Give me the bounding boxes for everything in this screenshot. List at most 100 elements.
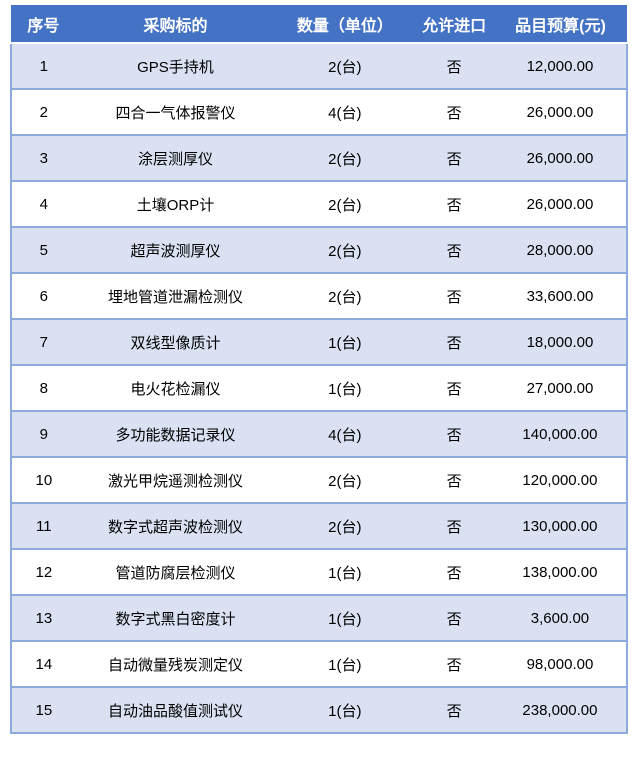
cell-import: 否 (414, 319, 494, 366)
cell-quantity: 1(台) (275, 641, 415, 688)
cell-number: 11 (10, 503, 76, 550)
cell-item: 管道防腐层检测仪 (75, 549, 276, 596)
table-row: 6 埋地管道泄漏检测仪 2(台) 否 33,600.00 (10, 273, 629, 320)
cell-budget: 120,000.00 (493, 457, 629, 504)
cell-budget: 26,000.00 (493, 135, 629, 182)
cell-number: 13 (10, 595, 76, 642)
cell-number: 14 (10, 641, 76, 688)
cell-quantity: 1(台) (275, 319, 415, 366)
table-row: 5 超声波测厚仪 2(台) 否 28,000.00 (10, 227, 629, 274)
column-header-budget: 品目预算(元) (493, 5, 627, 44)
cell-quantity: 4(台) (275, 89, 415, 136)
cell-item: 双线型像质计 (75, 319, 276, 366)
cell-import: 否 (414, 411, 494, 458)
cell-budget: 33,600.00 (493, 273, 629, 320)
cell-quantity: 4(台) (275, 411, 415, 458)
cell-budget: 26,000.00 (493, 89, 629, 136)
cell-quantity: 2(台) (275, 43, 415, 90)
table-row: 3 涂层测厚仪 2(台) 否 26,000.00 (10, 135, 629, 182)
table-row: 2 四合一气体报警仪 4(台) 否 26,000.00 (10, 89, 629, 136)
cell-item: 多功能数据记录仪 (75, 411, 276, 458)
cell-budget: 26,000.00 (493, 181, 629, 228)
column-header-item: 采购标的 (75, 5, 276, 44)
header-row: 序号 采购标的 数量（单位） 允许进口 品目预算(元) (11, 5, 627, 44)
cell-budget: 27,000.00 (493, 365, 629, 412)
cell-import: 否 (414, 89, 494, 136)
cell-import: 否 (414, 549, 494, 596)
cell-number: 5 (10, 227, 76, 274)
cell-item: 土壤ORP计 (75, 181, 276, 228)
cell-import: 否 (414, 641, 494, 688)
cell-item: 涂层测厚仪 (75, 135, 276, 182)
cell-item: 超声波测厚仪 (75, 227, 276, 274)
table-row: 15 自动油品酸值测试仪 1(台) 否 238,000.00 (10, 687, 629, 734)
cell-budget: 138,000.00 (493, 549, 629, 596)
cell-import: 否 (414, 503, 494, 550)
cell-item: 埋地管道泄漏检测仪 (75, 273, 276, 320)
cell-item: 自动微量残炭测定仪 (75, 641, 276, 688)
table-row: 12 管道防腐层检测仪 1(台) 否 138,000.00 (10, 549, 629, 596)
column-header-quantity: 数量（单位） (275, 5, 415, 44)
table-row: 13 数字式黑白密度计 1(台) 否 3,600.00 (10, 595, 629, 642)
cell-budget: 130,000.00 (493, 503, 629, 550)
table-row: 10 激光甲烷遥测检测仪 2(台) 否 120,000.00 (10, 457, 629, 504)
cell-budget: 18,000.00 (493, 319, 629, 366)
cell-budget: 12,000.00 (493, 43, 629, 90)
cell-budget: 3,600.00 (493, 595, 629, 642)
table-row: 14 自动微量残炭测定仪 1(台) 否 98,000.00 (10, 641, 629, 688)
cell-number: 6 (10, 273, 76, 320)
cell-number: 4 (10, 181, 76, 228)
table-row: 11 数字式超声波检测仪 2(台) 否 130,000.00 (10, 503, 629, 550)
cell-budget: 98,000.00 (493, 641, 629, 688)
cell-quantity: 1(台) (275, 687, 415, 734)
cell-import: 否 (414, 365, 494, 412)
cell-number: 1 (10, 43, 76, 90)
table-row: 7 双线型像质计 1(台) 否 18,000.00 (10, 319, 629, 366)
cell-budget: 28,000.00 (493, 227, 629, 274)
cell-import: 否 (414, 595, 494, 642)
cell-number: 2 (10, 89, 76, 136)
column-header-import: 允许进口 (414, 5, 494, 44)
cell-number: 8 (10, 365, 76, 412)
cell-import: 否 (414, 181, 494, 228)
cell-import: 否 (414, 457, 494, 504)
cell-item: 数字式黑白密度计 (75, 595, 276, 642)
table-row: 8 电火花检漏仪 1(台) 否 27,000.00 (10, 365, 629, 412)
cell-number: 12 (10, 549, 76, 596)
cell-quantity: 2(台) (275, 181, 415, 228)
cell-number: 15 (10, 687, 76, 734)
cell-budget: 238,000.00 (493, 687, 629, 734)
cell-quantity: 2(台) (275, 273, 415, 320)
cell-quantity: 2(台) (275, 457, 415, 504)
cell-item: 激光甲烷遥测检测仪 (75, 457, 276, 504)
cell-item: 数字式超声波检测仪 (75, 503, 276, 550)
cell-item: 电火花检漏仪 (75, 365, 276, 412)
cell-quantity: 1(台) (275, 549, 415, 596)
cell-import: 否 (414, 135, 494, 182)
table-header: 序号 采购标的 数量（单位） 允许进口 品目预算(元) (11, 5, 627, 44)
procurement-table: 序号 采购标的 数量（单位） 允许进口 品目预算(元) 1 GPS手持机 2(台) 否… (10, 5, 629, 734)
cell-import: 否 (414, 273, 494, 320)
cell-budget: 140,000.00 (493, 411, 629, 458)
table-row: 1 GPS手持机 2(台) 否 12,000.00 (10, 43, 629, 90)
cell-number: 9 (10, 411, 76, 458)
table-row: 9 多功能数据记录仪 4(台) 否 140,000.00 (10, 411, 629, 458)
cell-number: 10 (10, 457, 76, 504)
cell-quantity: 1(台) (275, 365, 415, 412)
cell-number: 7 (10, 319, 76, 366)
cell-quantity: 2(台) (275, 503, 415, 550)
table-row: 4 土壤ORP计 2(台) 否 26,000.00 (10, 181, 629, 228)
cell-quantity: 2(台) (275, 135, 415, 182)
cell-number: 3 (10, 135, 76, 182)
cell-import: 否 (414, 687, 494, 734)
cell-quantity: 2(台) (275, 227, 415, 274)
cell-item: GPS手持机 (75, 43, 276, 90)
cell-import: 否 (414, 43, 494, 90)
column-header-number: 序号 (11, 5, 76, 44)
cell-item: 自动油品酸值测试仪 (75, 687, 276, 734)
cell-item: 四合一气体报警仪 (75, 89, 276, 136)
cell-import: 否 (414, 227, 494, 274)
table-body: 1 GPS手持机 2(台) 否 12,000.00 2 四合一气体报警仪 4(台) 否 26,00… (10, 43, 629, 734)
cell-quantity: 1(台) (275, 595, 415, 642)
